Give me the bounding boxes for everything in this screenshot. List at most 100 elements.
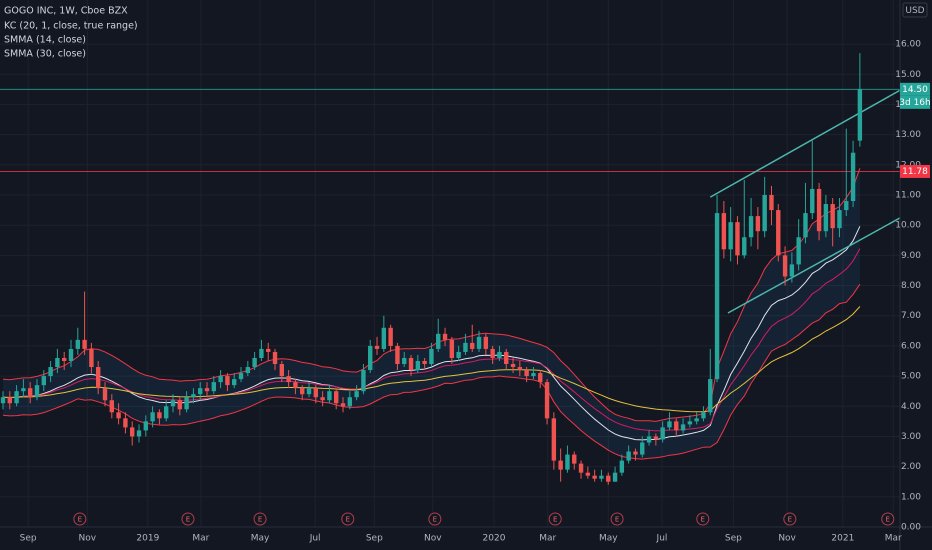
candle-body bbox=[701, 412, 706, 419]
candle-body bbox=[680, 424, 686, 431]
candle-body bbox=[388, 327, 393, 346]
candle-body bbox=[0, 397, 6, 404]
y-tick-label: 8.00 bbox=[901, 281, 921, 291]
event-label: E bbox=[258, 516, 262, 524]
candle-body bbox=[796, 237, 801, 265]
candle-body bbox=[748, 216, 754, 238]
candle-body bbox=[238, 373, 244, 380]
candle-body bbox=[116, 412, 121, 419]
candle-body bbox=[164, 406, 169, 419]
currency: USD bbox=[905, 6, 924, 16]
candle-body bbox=[558, 460, 563, 470]
candle-body bbox=[340, 403, 346, 407]
candle-body bbox=[850, 152, 856, 202]
candle-body bbox=[27, 388, 33, 398]
y-tick-label: 5.00 bbox=[901, 372, 921, 382]
candle-body bbox=[232, 379, 237, 386]
currency-badge bbox=[902, 2, 928, 18]
candle-body bbox=[21, 388, 26, 392]
x-tick-label: Mar bbox=[885, 534, 902, 544]
candle-body bbox=[810, 188, 815, 214]
x-tick-label: Nov bbox=[79, 534, 97, 544]
y-tick-label: 6.00 bbox=[901, 341, 921, 351]
candle-body bbox=[259, 348, 264, 358]
candle-body bbox=[245, 367, 251, 374]
event-marker bbox=[428, 512, 442, 526]
candle-body bbox=[286, 376, 291, 383]
candle-body bbox=[572, 454, 577, 464]
candle-body bbox=[687, 421, 693, 425]
candle-body bbox=[742, 237, 747, 256]
candle-body bbox=[551, 418, 557, 461]
price-badge bbox=[900, 164, 930, 178]
event-label: E bbox=[346, 516, 350, 524]
x-tick-label: Jul bbox=[656, 534, 668, 544]
candle-body bbox=[694, 418, 699, 422]
legend-entry: SMMA (30, close) bbox=[4, 49, 86, 60]
x-tick-label: Nov bbox=[778, 534, 796, 544]
event-label: E bbox=[78, 516, 82, 524]
candle-body bbox=[191, 394, 196, 398]
candle-body bbox=[102, 388, 108, 401]
candle-body bbox=[606, 475, 611, 482]
event-label: E bbox=[701, 516, 705, 524]
y-tick-label: 13.00 bbox=[895, 130, 921, 140]
candle-body bbox=[368, 345, 373, 371]
x-tick-label: 2019 bbox=[136, 534, 159, 544]
y-tick-label: 3.00 bbox=[901, 432, 921, 442]
legend: GOGO INC, 1W, Cboe BZX KC (20, 1, close,… bbox=[4, 6, 138, 60]
candle-body bbox=[334, 391, 339, 404]
candle-body bbox=[714, 213, 720, 380]
kc-fill bbox=[3, 168, 860, 460]
candle-body bbox=[266, 348, 271, 352]
candle-body bbox=[483, 336, 489, 349]
chart-title: GOGO INC, 1W, Cboe BZX bbox=[4, 6, 128, 17]
candle-body bbox=[170, 400, 176, 407]
y-tick-label: 4.00 bbox=[901, 402, 921, 412]
candle-body bbox=[218, 376, 223, 383]
x-tick-label: Sep bbox=[20, 534, 37, 544]
smma-line bbox=[2, 306, 861, 413]
candle-body bbox=[7, 397, 12, 404]
candle-body bbox=[470, 342, 475, 349]
candle-body bbox=[456, 351, 461, 358]
smma-line bbox=[2, 248, 861, 432]
candle-body bbox=[504, 351, 509, 365]
y-tick-label: 7.00 bbox=[901, 311, 921, 321]
candle-body bbox=[14, 391, 19, 404]
trend-line bbox=[727, 217, 900, 314]
candle-body bbox=[816, 188, 822, 232]
candle-body bbox=[361, 370, 366, 392]
trend-line bbox=[709, 89, 900, 198]
countdown-label: 3d 16h bbox=[899, 98, 930, 108]
candle-body bbox=[381, 327, 387, 349]
event-marker bbox=[341, 512, 355, 526]
x-tick-label: Sep bbox=[366, 534, 383, 544]
event-marker bbox=[610, 512, 624, 526]
candle-body bbox=[313, 388, 319, 398]
candle-body bbox=[68, 348, 74, 361]
candle-body bbox=[429, 348, 434, 365]
candle-body bbox=[204, 388, 210, 392]
candle-body bbox=[422, 360, 427, 365]
countdown-badge bbox=[900, 95, 930, 109]
candle-body bbox=[177, 400, 183, 410]
x-tick-label: Mar bbox=[539, 534, 556, 544]
candle-body bbox=[803, 213, 808, 238]
candle-body bbox=[497, 351, 502, 358]
candle-body bbox=[89, 348, 94, 368]
candle-body bbox=[184, 397, 189, 410]
candle-body bbox=[667, 421, 672, 428]
price-badge-label: 11.78 bbox=[902, 167, 928, 177]
x-tick-label: Jul bbox=[309, 534, 321, 544]
candle-body bbox=[674, 421, 679, 431]
candle-body bbox=[660, 427, 665, 440]
candle-body bbox=[82, 339, 87, 349]
candle-body bbox=[415, 360, 421, 371]
candle-body bbox=[320, 397, 325, 401]
candle-body bbox=[123, 418, 128, 428]
y-tick-label: 11.00 bbox=[895, 190, 921, 200]
x-tick-label: May bbox=[251, 534, 270, 544]
